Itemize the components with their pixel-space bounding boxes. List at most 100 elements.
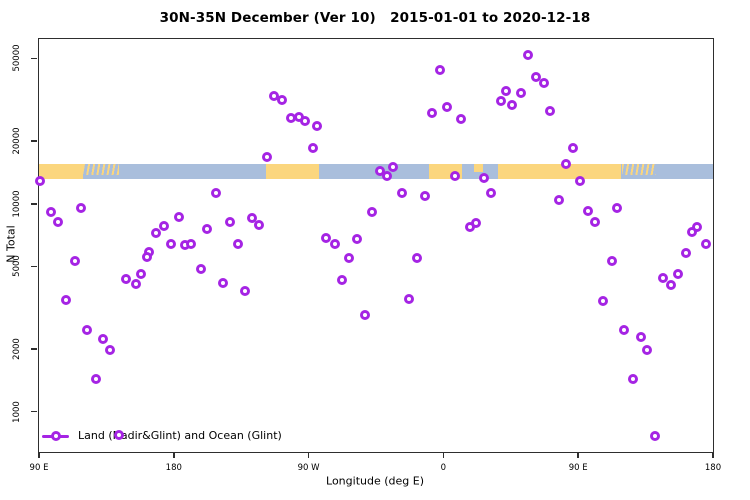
data-point: [495, 95, 506, 106]
data-point: [34, 175, 45, 186]
data-point: [478, 173, 489, 183]
data-point: [636, 331, 647, 342]
x-tick-label: 180: [165, 463, 182, 473]
plot-area: Land (Nadir&Glint) and Ocean (Glint) 100…: [12, 38, 721, 473]
x-tick-mark: [442, 453, 445, 458]
data-point: [387, 161, 398, 172]
legend-point-marker-icon: [51, 431, 61, 441]
data-point: [666, 279, 677, 290]
chart-title: 30N-35N December (Ver 10) 2015-01-01 to …: [159, 10, 591, 26]
data-point: [60, 294, 71, 305]
data-point: [672, 268, 683, 279]
data-point: [427, 107, 438, 118]
data-point: [589, 216, 600, 227]
data-point: [246, 212, 257, 223]
data-point: [276, 94, 287, 105]
data-point: [69, 255, 80, 266]
data-point: [158, 220, 169, 231]
data-point: [218, 277, 229, 288]
x-tick-label: 0: [440, 463, 447, 473]
data-point: [597, 295, 608, 306]
data-point: [523, 49, 534, 60]
data-point: [165, 238, 176, 249]
data-point: [501, 85, 511, 96]
data-point: [254, 219, 265, 230]
y-tick-label: 1000: [12, 400, 22, 423]
legend-label: Land (Nadir&Glint) and Ocean (Glint): [78, 429, 282, 442]
data-point: [583, 205, 594, 216]
data-point: [186, 238, 197, 249]
data-point: [201, 223, 212, 234]
land-segment: [473, 164, 484, 172]
data-point: [485, 187, 496, 198]
data-point: [381, 170, 392, 181]
data-point: [441, 101, 452, 112]
data-point: [308, 142, 319, 153]
x-tick-label: 90 E: [29, 463, 49, 473]
land-segment: [622, 164, 657, 175]
data-point: [434, 64, 445, 75]
data-point: [681, 247, 692, 258]
y-tick-mark: [31, 57, 37, 60]
y-tick-mark: [31, 348, 37, 350]
data-point: [90, 373, 101, 384]
data-point: [567, 142, 578, 153]
data-point: [619, 324, 630, 335]
y-tick-label: 2000: [12, 338, 22, 360]
x-tick-label: 90 E: [568, 463, 588, 473]
data-point: [233, 238, 244, 249]
data-point: [397, 187, 408, 198]
x-axis-title: Longitude (deg E): [326, 474, 424, 488]
data-point: [53, 216, 64, 227]
data-point: [455, 113, 466, 124]
data-point: [210, 187, 221, 198]
data-point: [150, 227, 161, 238]
data-point: [700, 238, 711, 249]
data-point: [320, 232, 331, 243]
y-tick-label: 5000: [12, 255, 22, 278]
data-point: [311, 120, 322, 131]
data-point: [174, 211, 185, 222]
data-point: [120, 273, 131, 284]
land-segment: [82, 164, 120, 175]
x-tick-label: 180: [704, 463, 722, 473]
y-tick-label: 50000: [12, 44, 22, 72]
data-point: [538, 77, 549, 88]
x-tick-mark: [577, 453, 579, 458]
data-point: [97, 333, 108, 344]
data-point: [574, 175, 585, 186]
data-point: [113, 429, 124, 440]
data-point: [81, 324, 92, 335]
data-point: [45, 206, 56, 217]
land-segment: [497, 164, 622, 179]
x-tick-mark: [38, 453, 40, 458]
y-tick-mark: [31, 410, 37, 413]
data-point: [195, 263, 206, 274]
x-tick-mark: [173, 453, 175, 458]
land-segment: [266, 164, 319, 179]
data-point: [471, 217, 482, 228]
y-tick-mark: [31, 140, 37, 142]
y-tick-mark: [31, 203, 37, 205]
data-point: [329, 238, 340, 249]
data-point: [650, 430, 661, 441]
data-point: [553, 194, 564, 205]
data-point: [360, 309, 371, 320]
data-point: [344, 252, 355, 263]
data-point: [642, 344, 653, 355]
y-tick-mark: [31, 265, 37, 268]
land-segment: [39, 164, 83, 179]
data-point: [351, 233, 362, 244]
y-tick-label: 20000: [12, 127, 22, 155]
data-point: [687, 226, 698, 237]
data-point: [530, 71, 541, 82]
data-point: [412, 252, 423, 263]
data-point: [224, 216, 235, 227]
data-point: [628, 374, 639, 385]
x-tick-mark: [712, 453, 714, 458]
data-point: [506, 99, 517, 110]
data-point: [515, 87, 526, 98]
data-point: [544, 105, 555, 116]
data-point: [419, 190, 430, 201]
